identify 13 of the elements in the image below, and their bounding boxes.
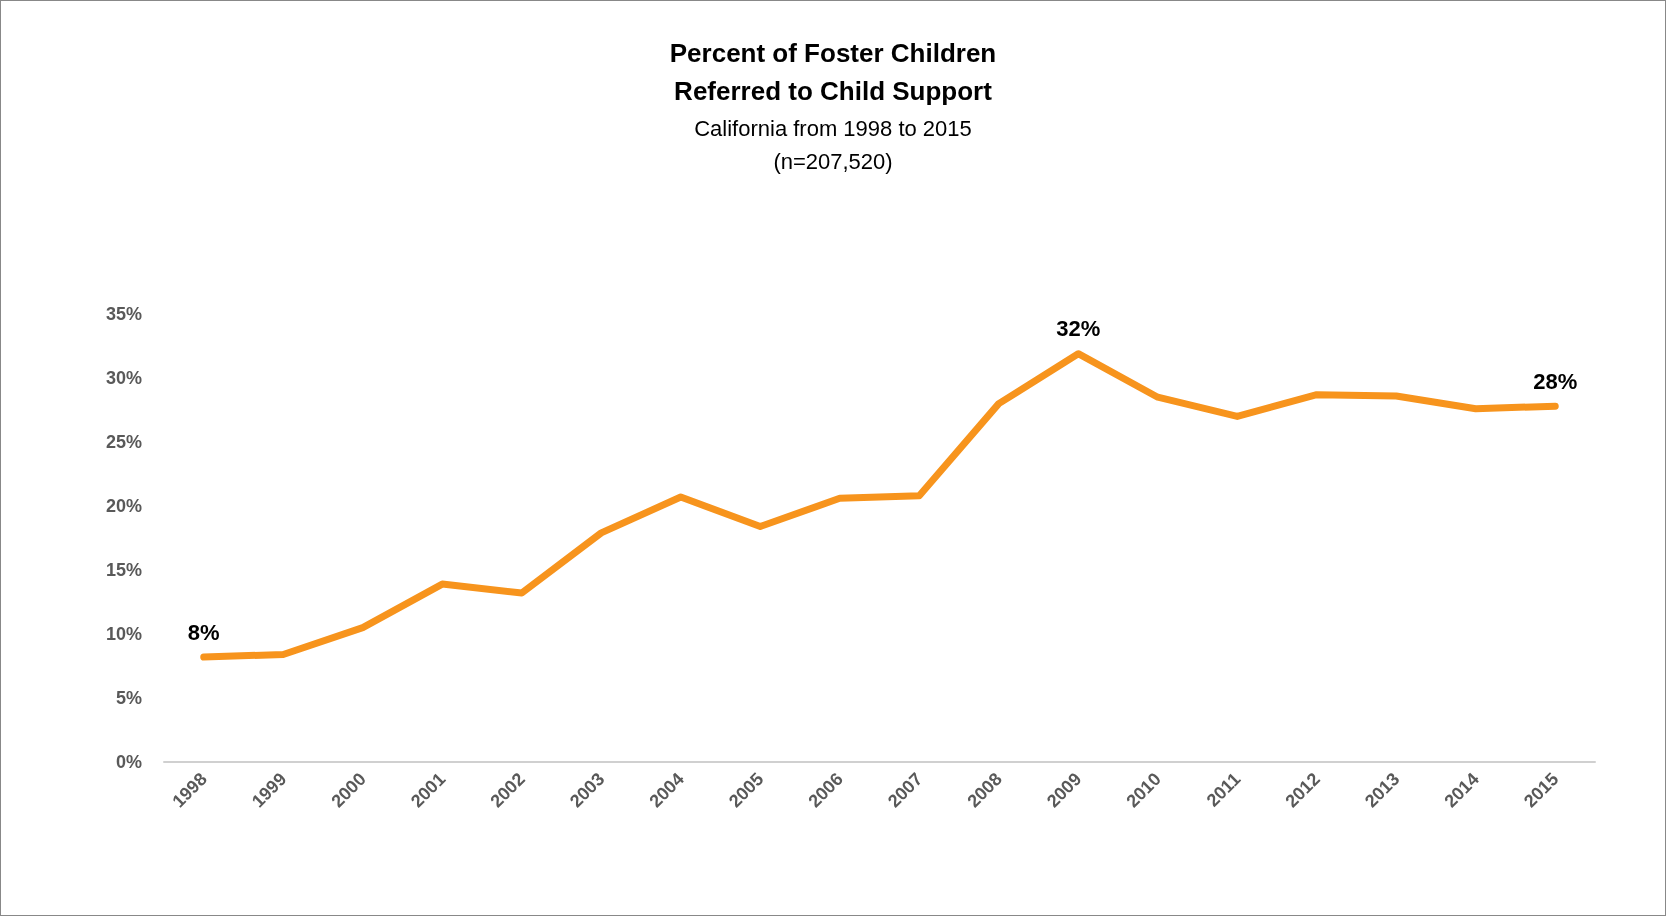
chart-subtitle: California from 1998 to 2015 (n=207,520) <box>694 116 972 174</box>
y-tick-label: 15% <box>105 560 142 580</box>
data-label: 32% <box>1056 316 1101 342</box>
y-tick-label: 10% <box>105 624 142 644</box>
y-tick-label: 0% <box>115 752 142 772</box>
y-tick-label: 25% <box>105 432 142 452</box>
y-tick-label: 35% <box>105 304 142 324</box>
chart-title: Percent of Foster Children Referred to Child Support <box>669 38 997 106</box>
y-tick-label: 20% <box>105 496 142 516</box>
data-label: 28% <box>1533 368 1578 394</box>
y-tick-label: 5% <box>115 688 142 708</box>
data-label: 8% <box>187 619 220 645</box>
y-tick-label: 30% <box>105 368 142 388</box>
